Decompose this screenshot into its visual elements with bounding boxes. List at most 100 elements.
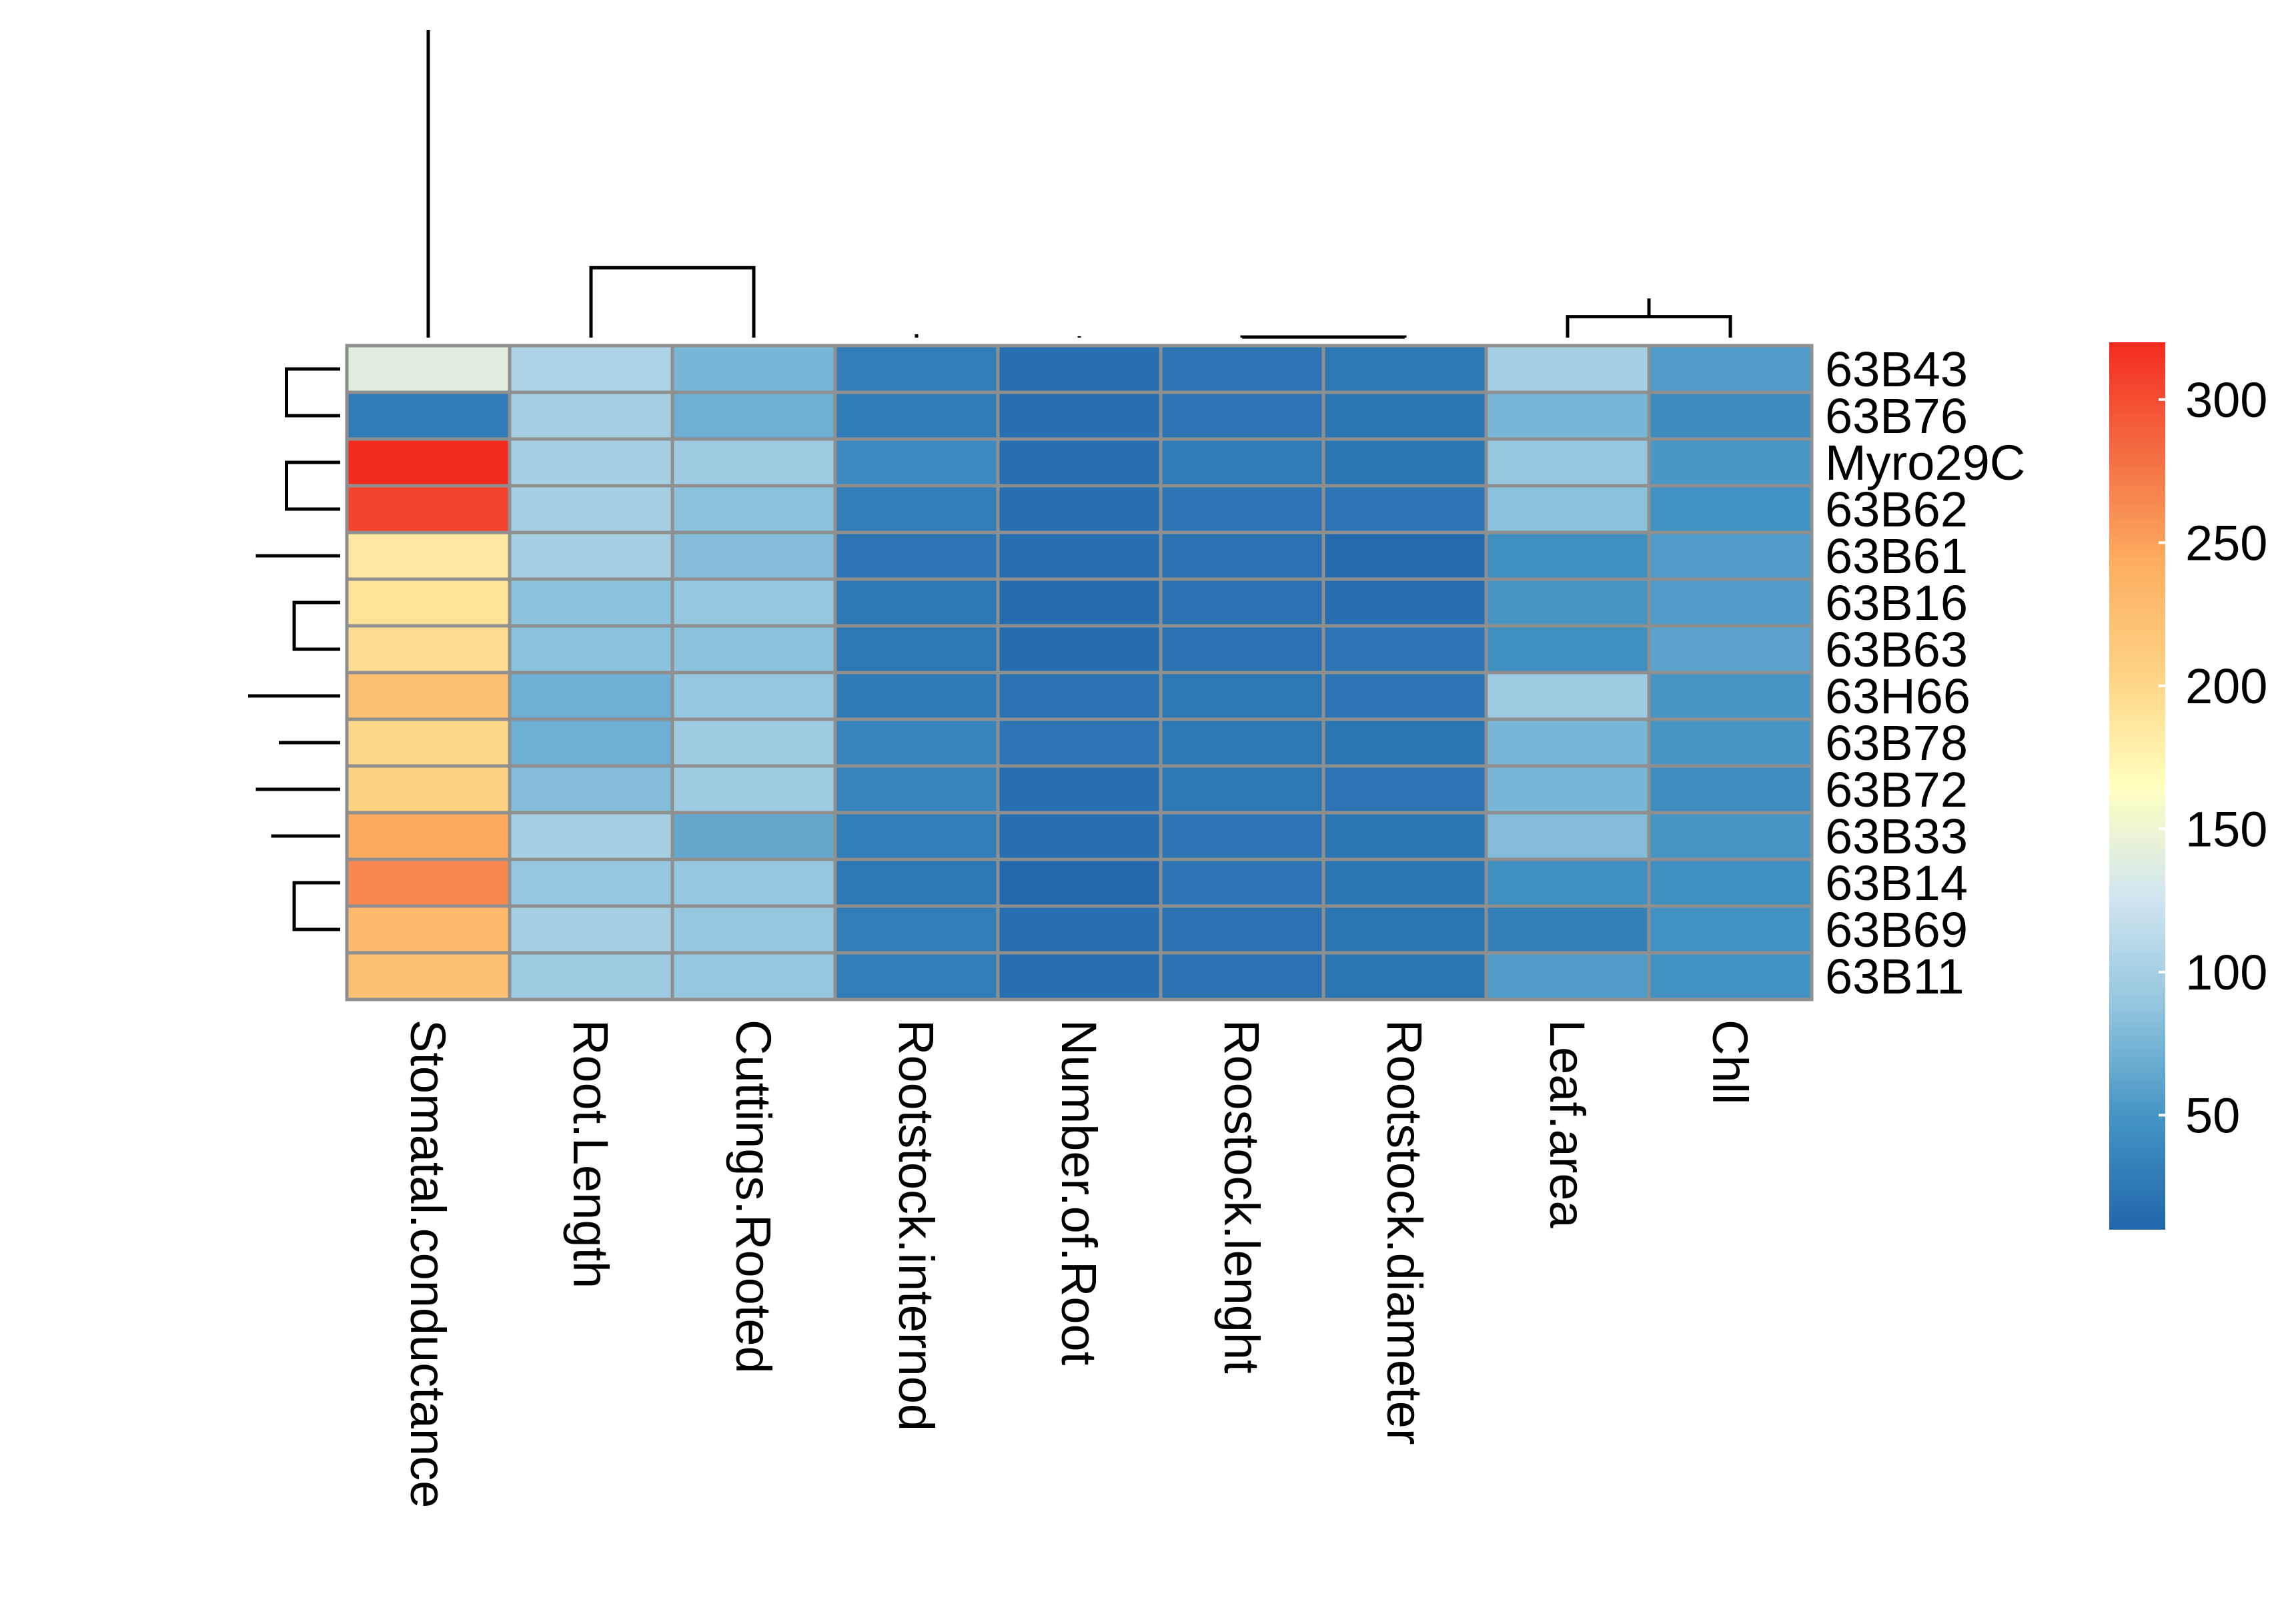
row-label: Myro29C	[1825, 435, 2025, 490]
heatmap-cell	[1647, 344, 1814, 394]
heatmap-cell	[345, 811, 512, 861]
heatmap-cell	[345, 671, 512, 721]
heatmap-cell	[508, 530, 674, 581]
heatmap-cell	[345, 484, 512, 534]
column-label: Stomatal.conductance	[400, 1020, 456, 1508]
column-label: Root.Length	[563, 1020, 618, 1288]
heatmap-cell	[345, 717, 512, 768]
heatmap-cell	[996, 717, 1163, 768]
heatmap-cell	[345, 344, 512, 394]
heatmap-cell	[345, 904, 512, 955]
row-label: 63B76	[1825, 388, 1968, 444]
heatmap-cell	[1159, 530, 1325, 581]
heatmap-cell	[833, 437, 1000, 488]
heatmap-cell	[670, 811, 837, 861]
heatmap-cell	[1647, 951, 1814, 1001]
heatmap-cell	[1484, 624, 1651, 675]
row-label: 63B11	[1825, 949, 1964, 1004]
heatmap-cell	[1484, 577, 1651, 628]
heatmap-cell	[1321, 344, 1488, 394]
legend-tick-labels: 50 100 150 200 250 300	[2159, 372, 2267, 1143]
heatmap-cell	[1647, 764, 1814, 815]
heatmap-cell	[1484, 764, 1651, 815]
color-legend: 50 100 150 200 250 300	[2109, 342, 2267, 1230]
heatmap-cell	[670, 717, 837, 768]
heatmap-cell	[1484, 530, 1651, 581]
heatmap-cell	[1159, 811, 1325, 861]
legend-tick-label: 100	[2185, 945, 2267, 1000]
heatmap-cell	[670, 577, 837, 628]
heatmap-cell	[1484, 671, 1651, 721]
heatmap-cell	[508, 390, 674, 441]
heatmap-cell	[996, 624, 1163, 675]
heatmap-cell	[508, 904, 674, 955]
heatmap-cell	[345, 951, 512, 1001]
column-label: Leaf.area	[1540, 1020, 1595, 1229]
heatmap-cell	[670, 857, 837, 908]
heatmap-cell	[508, 951, 674, 1001]
heatmap-cell	[833, 951, 1000, 1001]
legend-tick-label: 150	[2185, 801, 2267, 857]
dendrogram-branch	[1240, 335, 1407, 339]
heatmap-cell	[833, 904, 1000, 955]
heatmap-cell	[1159, 484, 1325, 534]
heatmap-cell	[1321, 717, 1488, 768]
heatmap-cell	[1484, 390, 1651, 441]
heatmap-cell	[670, 904, 837, 955]
heatmap-cell	[996, 671, 1163, 721]
column-label: Number.of.Root	[1051, 1020, 1107, 1366]
heatmap-cell	[670, 390, 837, 441]
row-label: 63B69	[1825, 902, 1968, 957]
heatmap-cell	[1321, 437, 1488, 488]
heatmap-cell	[1647, 671, 1814, 721]
heatmap-cell	[996, 951, 1163, 1001]
heatmap-cell	[833, 484, 1000, 534]
heatmap-cell	[508, 624, 674, 675]
heatmap-cell	[1484, 951, 1651, 1001]
legend-tick-label: 50	[2185, 1088, 2240, 1143]
heatmap-cell	[1647, 717, 1814, 768]
heatmap-cell	[508, 811, 674, 861]
heatmap-cell	[508, 857, 674, 908]
dendrogram-branch	[292, 881, 340, 931]
heatmap-cell	[345, 437, 512, 488]
column-label: Rootstock.diameter	[1377, 1020, 1432, 1445]
heatmap-cell	[345, 390, 512, 441]
row-label: 63B61	[1825, 528, 1968, 584]
row-label: 63B14	[1825, 855, 1968, 911]
heatmap-cell	[670, 624, 837, 675]
heatmap-cell	[508, 577, 674, 628]
heatmap-cell	[508, 671, 674, 721]
heatmap-cell	[1647, 811, 1814, 861]
heatmap-cell	[508, 344, 674, 394]
heatmap-cell	[1321, 577, 1488, 628]
heatmap-cell	[1159, 717, 1325, 768]
heatmap-cell	[833, 577, 1000, 628]
dendrogram-branch	[285, 367, 340, 418]
heatmap-cell	[345, 764, 512, 815]
heatmap-cell	[1484, 437, 1651, 488]
heatmap-cell	[996, 437, 1163, 488]
heatmap-cell	[996, 390, 1163, 441]
column-label: Rootstock.internod	[889, 1020, 944, 1431]
heatmap-cell	[1647, 857, 1814, 908]
heatmap-cell	[833, 717, 1000, 768]
heatmap-cell	[1159, 904, 1325, 955]
heatmap-cell	[1647, 530, 1814, 581]
column-label: Chll	[1702, 1020, 1758, 1104]
heatmap-cell	[1321, 624, 1488, 675]
heatmap-cell	[508, 484, 674, 534]
heatmap-cell	[1159, 624, 1325, 675]
heatmap-cell	[996, 764, 1163, 815]
heatmap-cell	[508, 717, 674, 768]
heatmap-cell	[996, 857, 1163, 908]
heatmap-cell	[1159, 857, 1325, 908]
heatmap-cell	[996, 530, 1163, 581]
heatmap-cell	[345, 577, 512, 628]
heatmap-cell	[1159, 437, 1325, 488]
heatmap-cell	[1647, 904, 1814, 955]
heatmap-cell	[670, 951, 837, 1001]
heatmap-cell	[1159, 951, 1325, 1001]
heatmap-cell	[1159, 390, 1325, 441]
